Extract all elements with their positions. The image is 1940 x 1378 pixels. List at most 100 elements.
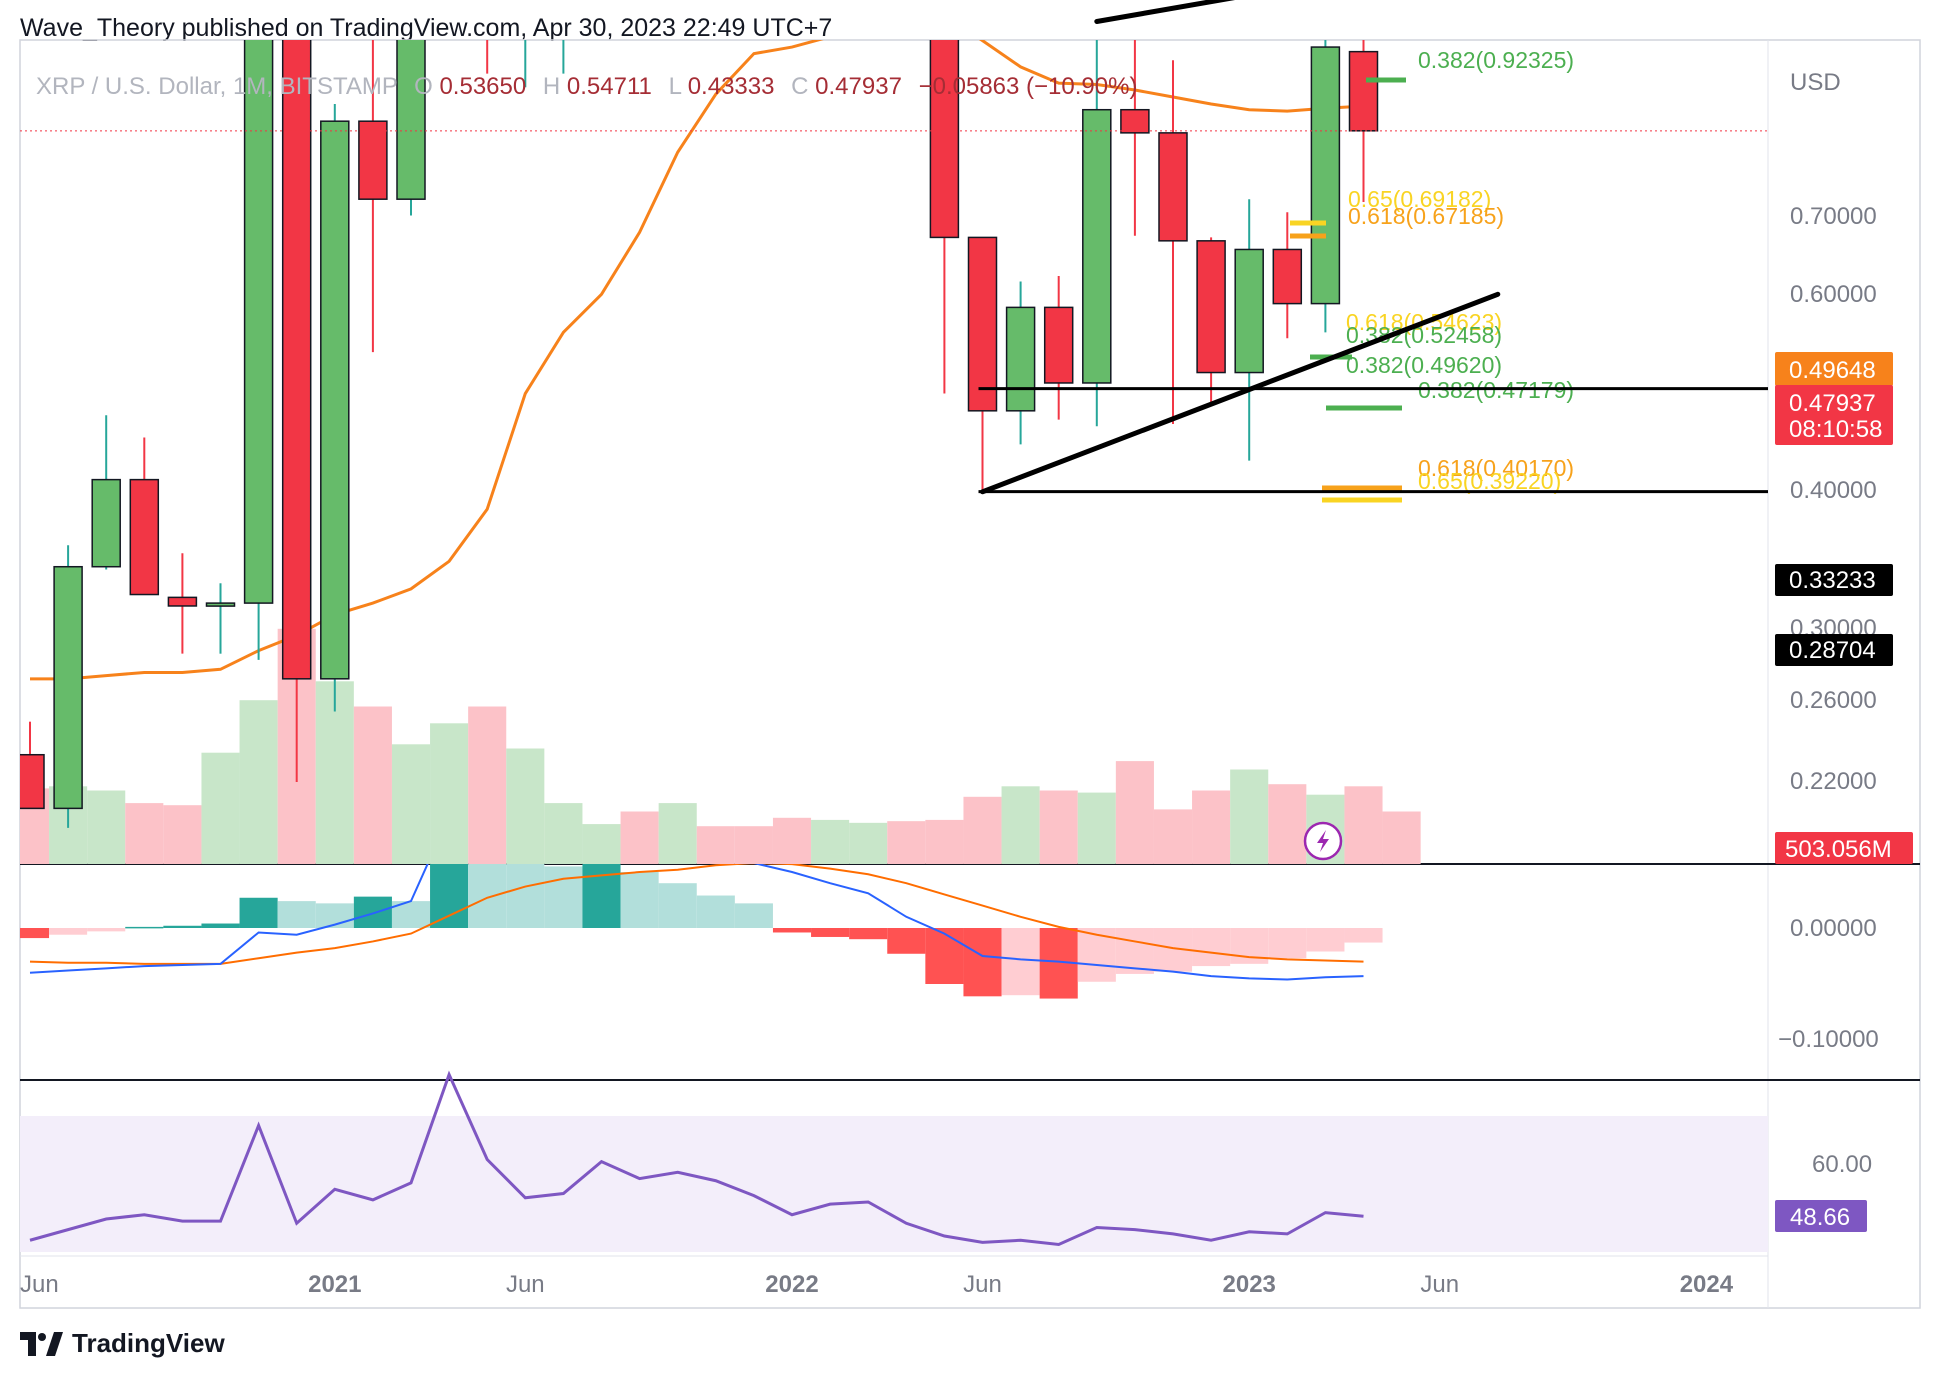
legend-l-label: L [669, 73, 682, 100]
rsi-band [20, 1116, 1768, 1252]
macd-histogram-bar [620, 872, 659, 928]
candle-body [243, 40, 274, 604]
macd-histogram-bar [772, 928, 812, 933]
fib-level-label: 0.618(0.40170) [1418, 455, 1574, 481]
price-axis-label: 0.60000 [1790, 281, 1877, 308]
ema-line [30, 40, 1364, 681]
price-axis-label: 0.22000 [1790, 768, 1877, 795]
price-tag-box [1775, 564, 1893, 596]
macd-histogram-bar [430, 864, 469, 928]
legend-open: 0.53650 [439, 73, 526, 100]
macd-histogram-bar [887, 928, 926, 954]
macd-histogram-bar [277, 901, 316, 928]
candle-body [205, 602, 236, 607]
fib-level-label: 0.382(0.92325) [1418, 47, 1574, 73]
trendline [980, 291, 1501, 495]
candle-body [129, 478, 160, 596]
candle-body [1005, 306, 1036, 412]
legend-low: 0.43333 [688, 73, 775, 100]
candle-body [281, 40, 312, 680]
candle-body [1272, 248, 1303, 305]
candle-body [1043, 306, 1074, 384]
volume-bar [1001, 786, 1040, 864]
candle-body [53, 565, 83, 810]
volume-bar [544, 803, 583, 864]
macd-histogram-bar [544, 866, 583, 928]
candle-body [1196, 240, 1226, 374]
volume-bar [1344, 786, 1383, 864]
rsi-line [29, 1070, 1364, 1247]
candle-body [1348, 50, 1379, 132]
macd-histogram-bar [125, 926, 164, 929]
macd-axis-label: 0.00000 [1790, 915, 1877, 942]
macd-signal-line [29, 864, 1364, 965]
macd-histogram-bar [239, 897, 278, 928]
candle-body [91, 478, 121, 568]
axes-layer: 0.700000.600000.400000.300000.260000.220… [20, 203, 1879, 1298]
macd-histogram-bar [658, 883, 697, 928]
volume-bar [1382, 811, 1421, 864]
macd-axis-label: −0.10000 [1778, 1026, 1879, 1053]
candle-body [929, 40, 960, 239]
volume-bar [1115, 761, 1154, 864]
candle-body [1234, 248, 1264, 374]
time-axis-label: Jun [1420, 1271, 1459, 1298]
time-axis-label: Jun [20, 1271, 59, 1298]
publisher-header: Wave_Theory published on TradingView.com… [20, 14, 833, 42]
volume-bar [658, 803, 697, 864]
macd-layer [20, 864, 1383, 999]
price-axis-label: 0.26000 [1790, 687, 1877, 714]
svg-text:XRP / U.S. Dollar, 1M, BITSTAM: XRP / U.S. Dollar, 1M, BITSTAMP O 0.5365… [36, 73, 1137, 100]
tradingview-footer[interactable]: TradingView [20, 1328, 225, 1359]
volume-bar [1192, 790, 1231, 864]
volume-bar [696, 826, 735, 864]
candle-body [1310, 46, 1341, 305]
fib-level-label: 0.65(0.39220) [1418, 468, 1561, 494]
fib-layer: 0.382(0.92325) 0.65(0.69182)0.618(0.67185… [1290, 47, 1574, 503]
time-axis-label: Jun [963, 1271, 1002, 1298]
price-tag-label: 0.33233 [1789, 567, 1876, 594]
candle-body [396, 40, 426, 200]
macd-histogram-bar [1344, 928, 1383, 943]
candle-body [435, 0, 463, 11]
rsi-axis-label: 60.00 [1812, 1151, 1872, 1178]
drawings-layer [978, 0, 1768, 495]
volume-bar [811, 819, 850, 864]
price-tag-label: 0.49648 [1789, 357, 1876, 384]
macd-histogram-bar [87, 928, 126, 932]
candle-body [1120, 108, 1150, 134]
volume-bar [163, 805, 202, 864]
volume-bar [353, 706, 392, 864]
volume-bar [506, 748, 545, 864]
volume-bar [963, 796, 1002, 864]
legend-change: −0.05863 (−10.90%) [919, 73, 1138, 100]
macd-histogram-bar [1001, 928, 1040, 996]
price-tag-label: 0.28704 [1789, 637, 1876, 664]
legend-o-label: O [414, 73, 433, 100]
legend-symbol: XRP / U.S. Dollar, 1M, BITSTAMP [36, 73, 397, 100]
time-axis-label: 2022 [765, 1271, 818, 1298]
time-axis-label: 2023 [1223, 1271, 1276, 1298]
candle-body [358, 120, 388, 200]
volume-bar [87, 790, 126, 864]
currency-label: USD [1790, 69, 1841, 96]
rsi-layer [29, 1070, 1364, 1247]
tradingview-brand: TradingView [72, 1328, 225, 1358]
volume-bar [468, 706, 507, 864]
volume-bar [849, 822, 888, 864]
lightning-icon[interactable] [1303, 821, 1343, 861]
time-axis-label: 2021 [308, 1271, 361, 1298]
rsi-tag-label: 48.66 [1790, 1204, 1850, 1231]
macd-histogram-bar [582, 864, 621, 928]
macd-histogram-bar [201, 923, 240, 928]
volume-bar [772, 817, 812, 864]
candle-body [967, 236, 998, 412]
price-tag-box [1775, 385, 1893, 419]
volume-bar [734, 826, 773, 864]
macd-histogram-bar [849, 928, 888, 940]
volume-bar [1153, 809, 1193, 864]
macd-histogram-bar [20, 928, 50, 939]
candle-body [320, 120, 350, 680]
